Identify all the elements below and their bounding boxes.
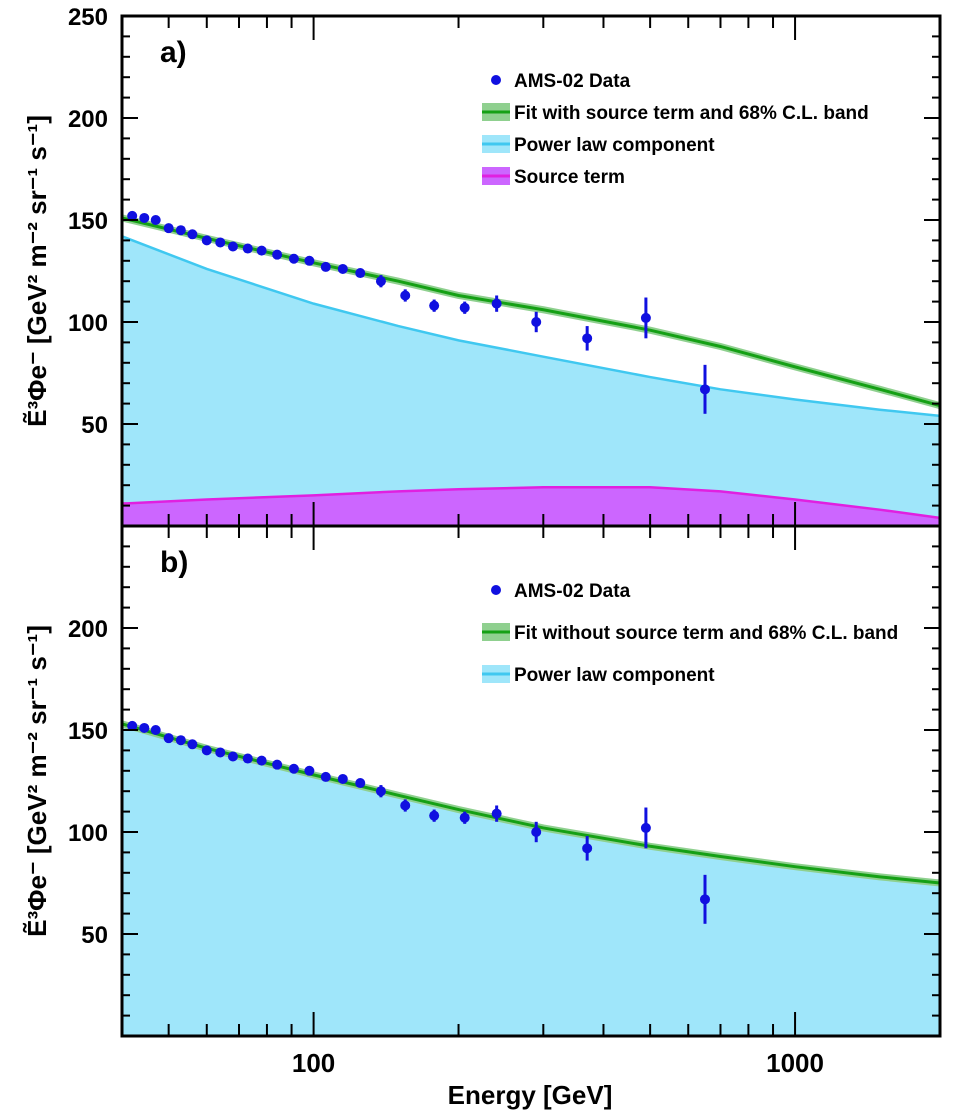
legend-item: Fit without source term and 68% C.L. ban…: [482, 623, 898, 644]
data-point: [491, 808, 502, 819]
legend-item: Power law component: [482, 665, 715, 686]
data-point: [256, 245, 267, 256]
data-point: [320, 261, 331, 272]
data-point: [699, 384, 710, 395]
data-point: [227, 751, 238, 762]
data-point: [163, 733, 174, 744]
legend-label: Fit with source term and 68% C.L. band: [514, 103, 869, 124]
data-point: [187, 739, 198, 750]
y-tick-label: 100: [68, 310, 108, 337]
data-point: [531, 827, 542, 837]
data-point: [163, 223, 174, 234]
data-point: [288, 253, 299, 264]
data-point: [320, 771, 331, 782]
data-point: [215, 747, 226, 758]
data-point: [699, 894, 710, 905]
data-point: [256, 755, 267, 766]
data-point: [242, 243, 253, 254]
y-tick-label: 200: [68, 616, 108, 643]
panel-label: a): [160, 36, 187, 69]
data-point: [400, 290, 411, 301]
data-point: [640, 822, 651, 833]
data-point: [491, 298, 502, 309]
data-point: [355, 778, 366, 789]
data-point: [459, 812, 470, 823]
data-point: [242, 753, 253, 764]
plot-area: [122, 720, 940, 1036]
y-tick-label: 150: [68, 208, 108, 235]
series-area-edge: [122, 235, 940, 418]
data-point: [400, 800, 411, 811]
data-point: [531, 317, 542, 327]
legend: AMS-02 Data Fit with source term and 68% …: [482, 71, 869, 188]
data-point: [139, 212, 150, 223]
data-point: [175, 225, 186, 236]
data-point: [429, 300, 440, 311]
data-point: [215, 237, 226, 248]
legend-item: AMS-02 Data: [491, 581, 631, 602]
data-point: [355, 268, 366, 279]
axes-frame: [120, 524, 942, 1038]
data-point: [429, 810, 440, 821]
legend-marker: [491, 585, 501, 595]
legend-marker: [491, 75, 501, 85]
y-tick-label: 200: [68, 106, 108, 133]
y-tick-label: 250: [68, 4, 108, 31]
y-tick-label: 50: [81, 412, 108, 439]
legend-label: AMS-02 Data: [514, 71, 631, 92]
data-point: [139, 722, 150, 733]
data-point: [227, 241, 238, 252]
data-point: [304, 765, 315, 776]
data-point: [201, 235, 212, 246]
legend-label: Power law component: [514, 135, 715, 156]
data-point: [127, 720, 138, 731]
data-point: [304, 255, 315, 266]
data-point: [640, 312, 651, 323]
data-point: [272, 249, 283, 260]
series-area: [122, 236, 940, 526]
legend-label: Power law component: [514, 665, 715, 686]
data-point: [127, 210, 138, 221]
data-point: [582, 333, 593, 344]
data-point: [337, 773, 348, 784]
panel-label: b): [160, 546, 188, 579]
series-area: [122, 487, 940, 526]
legend-label: Source term: [514, 167, 625, 188]
panel-a: 50 100 150 200 250 a) Ẽ³Φe⁻ [GeV² m⁻² sr⁻¹ s⁻¹…: [22, 4, 942, 528]
data-point: [201, 745, 212, 756]
y-axis-label: Ẽ³Φe⁻ [GeV² m⁻² sr⁻¹ s⁻¹]: [22, 115, 52, 427]
data-point: [272, 759, 283, 770]
legend-item: Source term: [482, 167, 625, 188]
x-tick-label: 1000: [766, 1048, 824, 1078]
data-point: [150, 725, 161, 735]
legend-item: Power law component: [482, 135, 715, 156]
legend-label: Fit without source term and 68% C.L. ban…: [514, 623, 898, 644]
y-axis-label: Ẽ³Φe⁻ [GeV² m⁻² sr⁻¹ s⁻¹]: [22, 625, 52, 937]
data-point: [150, 215, 161, 225]
data-point: [187, 229, 198, 240]
legend: AMS-02 Data Fit without source term and 6…: [482, 581, 898, 686]
x-tick-label: 100: [292, 1048, 335, 1078]
y-tick-label: 150: [68, 718, 108, 745]
panel-b: 50 100 150 200 100 1000 b) Ẽ³Φe⁻ [GeV² m⁻² sr⁻¹…: [22, 524, 942, 1078]
data-point: [375, 276, 386, 287]
data-point: [288, 763, 299, 774]
plot-area: [122, 210, 940, 526]
data-point: [175, 735, 186, 746]
y-tick-label: 50: [81, 922, 108, 949]
data-point: [459, 302, 470, 313]
series-area: [122, 723, 940, 1036]
data-point: [375, 786, 386, 797]
data-point: [582, 843, 593, 854]
y-tick-label: 100: [68, 820, 108, 847]
x-axis-label: Energy [GeV]: [448, 1080, 613, 1110]
series-area-edge: [122, 485, 940, 520]
data-point: [337, 263, 348, 274]
legend-item: AMS-02 Data: [491, 71, 631, 92]
legend-label: AMS-02 Data: [514, 581, 631, 602]
legend-item: Fit with source term and 68% C.L. band: [482, 103, 869, 124]
